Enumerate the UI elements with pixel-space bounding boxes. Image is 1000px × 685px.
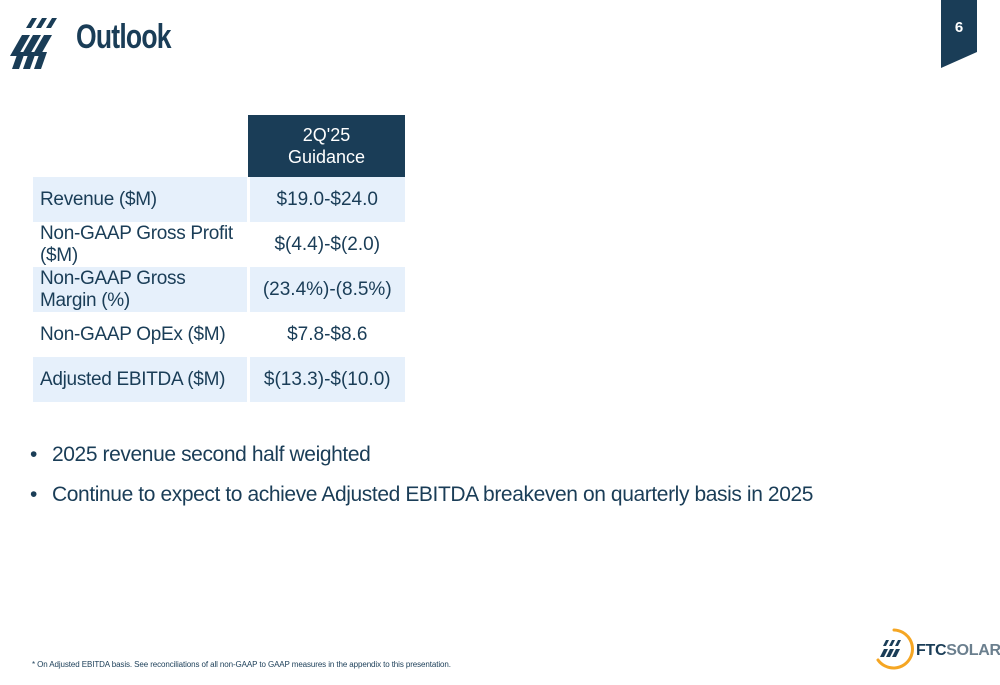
row-value-gross-margin: (23.4%)-(8.5%): [246, 267, 405, 312]
page-title: Outlook: [76, 18, 172, 56]
header-period: 2Q'25: [302, 125, 351, 145]
row-value-opex: $7.8-$8.6: [246, 312, 405, 357]
brand-wordmark: FTCSOLAR: [916, 642, 1000, 660]
ftc-solar-logo-icon: [876, 628, 914, 670]
slashes-logo-icon: [4, 14, 57, 69]
row-label-opex: Non-GAAP OpEx ($M): [40, 323, 226, 345]
page-number-tab: [941, 0, 977, 68]
bullet-text: 2025 revenue second half weighted: [52, 443, 371, 466]
row-value-revenue: $19.0-$24.0: [246, 177, 405, 222]
row-value-gross-profit: $(4.4)-$(2.0): [246, 222, 405, 267]
footnote: * On Adjusted EBITDA basis. See reconcil…: [32, 660, 451, 669]
list-item: • 2025 revenue second half weighted: [30, 442, 813, 468]
bullet-text: Continue to expect to achieve Adjusted E…: [52, 483, 814, 506]
brand-name-solar: SOLAR: [946, 642, 1000, 659]
bullet-glyph: •: [30, 443, 37, 466]
row-label-revenue: Revenue ($M): [33, 177, 248, 222]
table-row: Non-GAAP OpEx ($M) $7.8-$8.6: [33, 312, 405, 357]
header-guidance: Guidance: [287, 147, 366, 167]
brand-logo: FTCSOLAR: [872, 627, 1000, 677]
table-row: Revenue ($M) $19.0-$24.0: [33, 177, 405, 222]
table-row: Non-GAAP Gross Margin (%) (23.4%)-(8.5%): [33, 267, 405, 312]
page-number: 6: [954, 19, 964, 36]
list-item: • Continue to expect to achieve Adjusted…: [30, 482, 813, 508]
bullet-list: • 2025 revenue second half weighted • Co…: [30, 442, 813, 522]
table-row: Non-GAAP Gross Profit ($M) $(4.4)-$(2.0): [33, 222, 405, 267]
brand-name-ftc: FTC: [916, 642, 947, 659]
table-header-blank: [33, 115, 248, 177]
table-row: Adjusted EBITDA ($M) $(13.3)-$(10.0): [33, 357, 405, 402]
row-label-adjusted-ebitda: Adjusted EBITDA ($M): [33, 357, 248, 402]
row-label-gross-margin: Non-GAAP Gross Margin (%): [33, 267, 248, 312]
table-header-guidance: 2Q'25 Guidance: [248, 115, 405, 177]
row-value-adjusted-ebitda: $(13.3)-$(10.0): [246, 357, 405, 402]
guidance-table: 2Q'25 Guidance Revenue ($M) $19.0-$24.0 …: [33, 115, 405, 402]
bullet-glyph: •: [30, 483, 37, 506]
table-header-row: 2Q'25 Guidance: [33, 115, 405, 177]
row-label-gross-profit: Non-GAAP Gross Profit ($M): [40, 222, 233, 266]
